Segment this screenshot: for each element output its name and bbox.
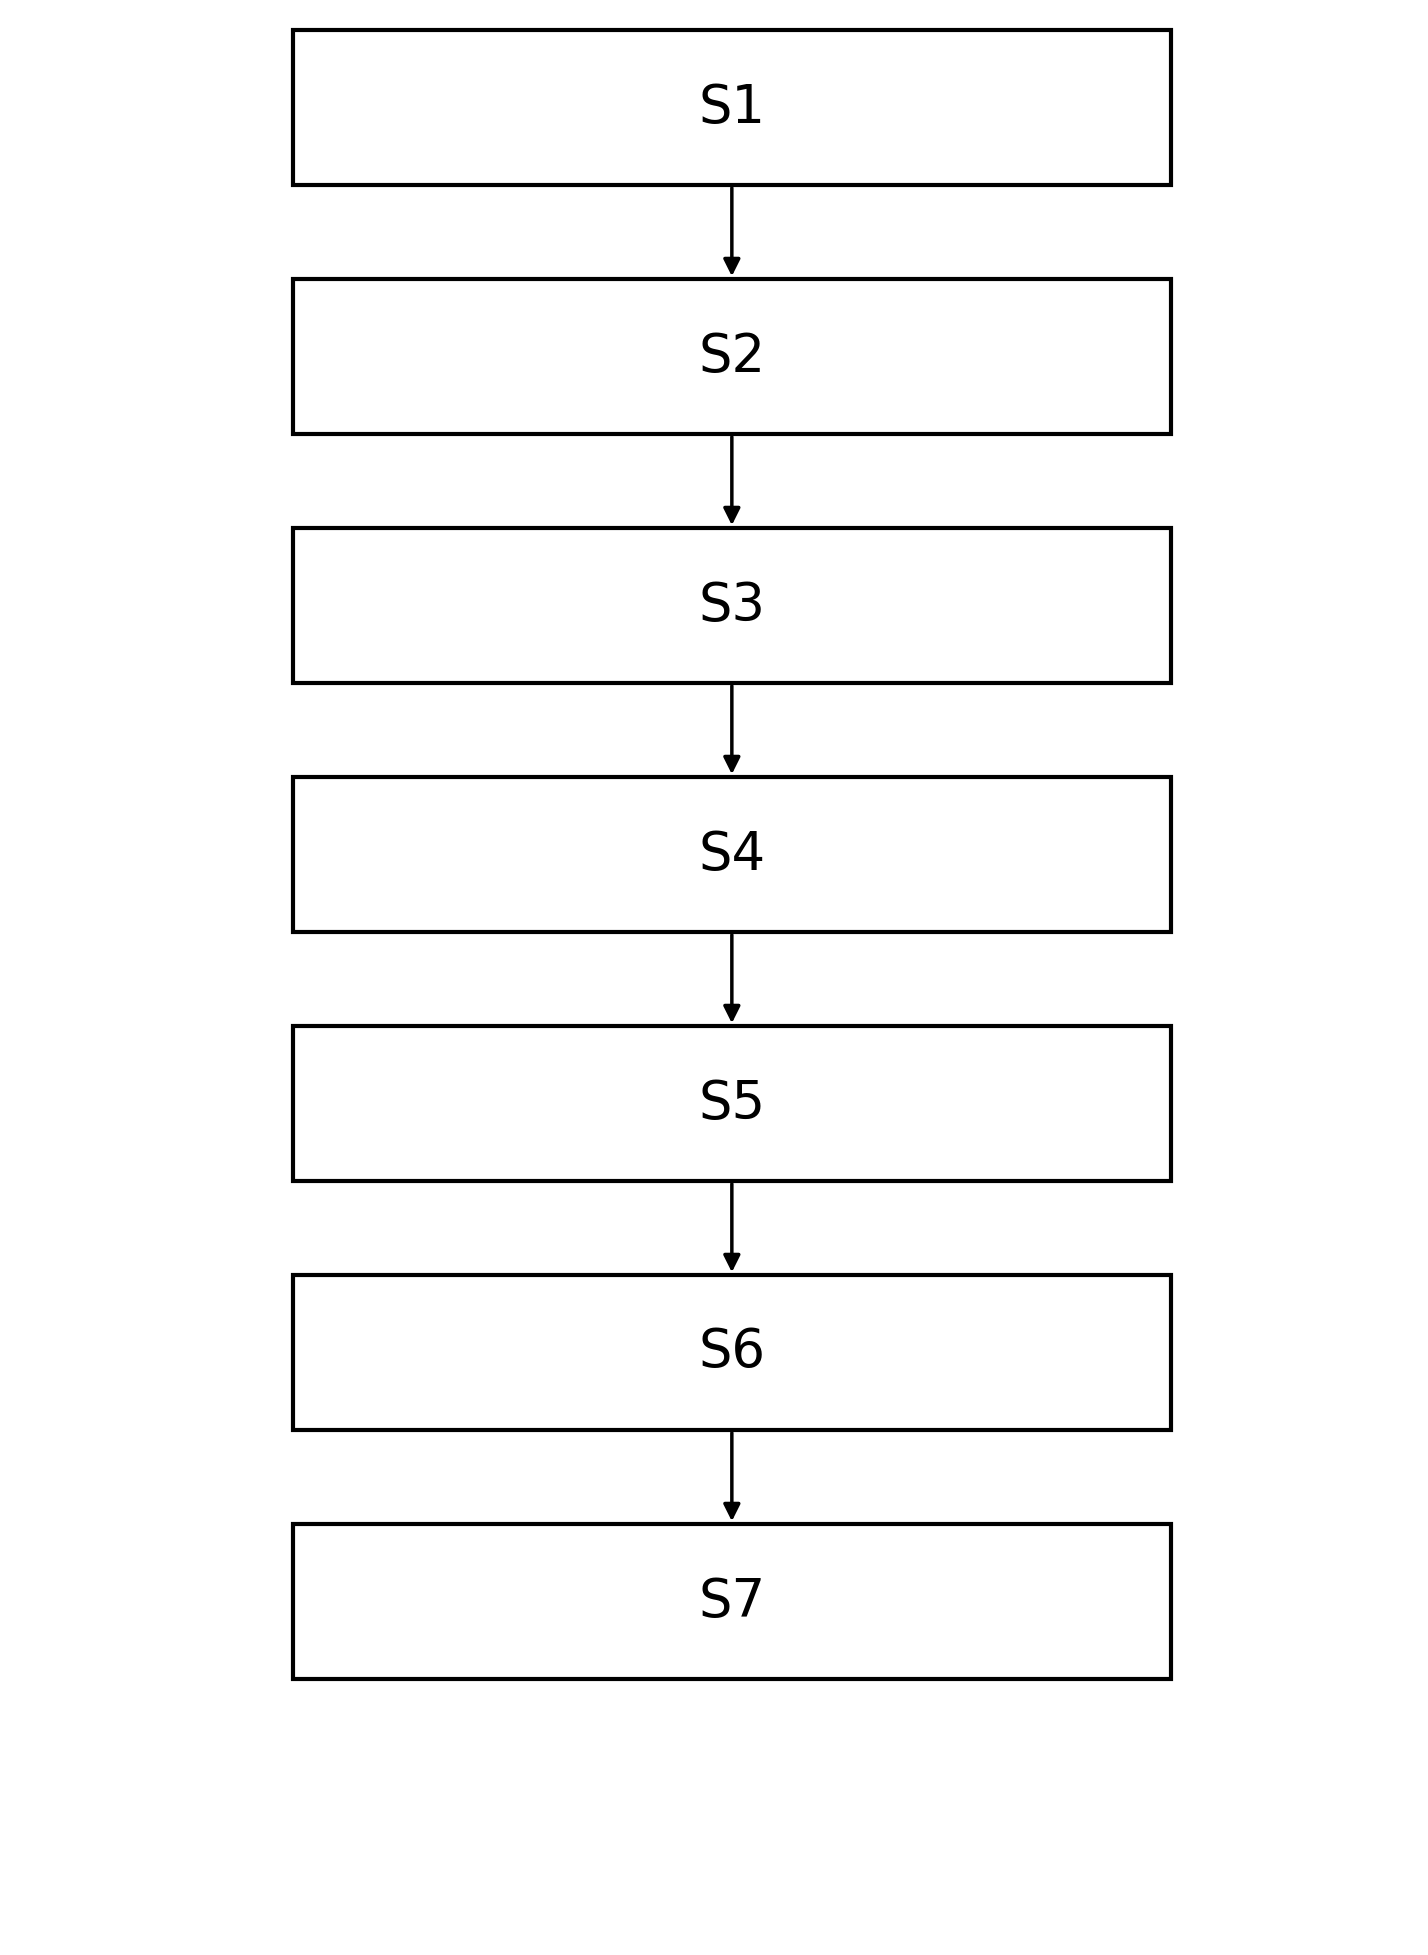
Text: S2: S2: [698, 330, 765, 383]
Bar: [293, 29, 1171, 186]
Text: S7: S7: [698, 1576, 765, 1627]
Text: S4: S4: [698, 829, 765, 880]
Bar: [293, 528, 1171, 682]
Bar: [293, 1525, 1171, 1679]
Bar: [293, 1275, 1171, 1429]
Bar: [293, 776, 1171, 933]
Bar: [293, 1026, 1171, 1181]
Bar: [293, 280, 1171, 434]
Text: S1: S1: [698, 82, 765, 133]
Text: S3: S3: [698, 579, 765, 631]
Text: S6: S6: [698, 1327, 765, 1378]
Text: S5: S5: [698, 1077, 765, 1130]
